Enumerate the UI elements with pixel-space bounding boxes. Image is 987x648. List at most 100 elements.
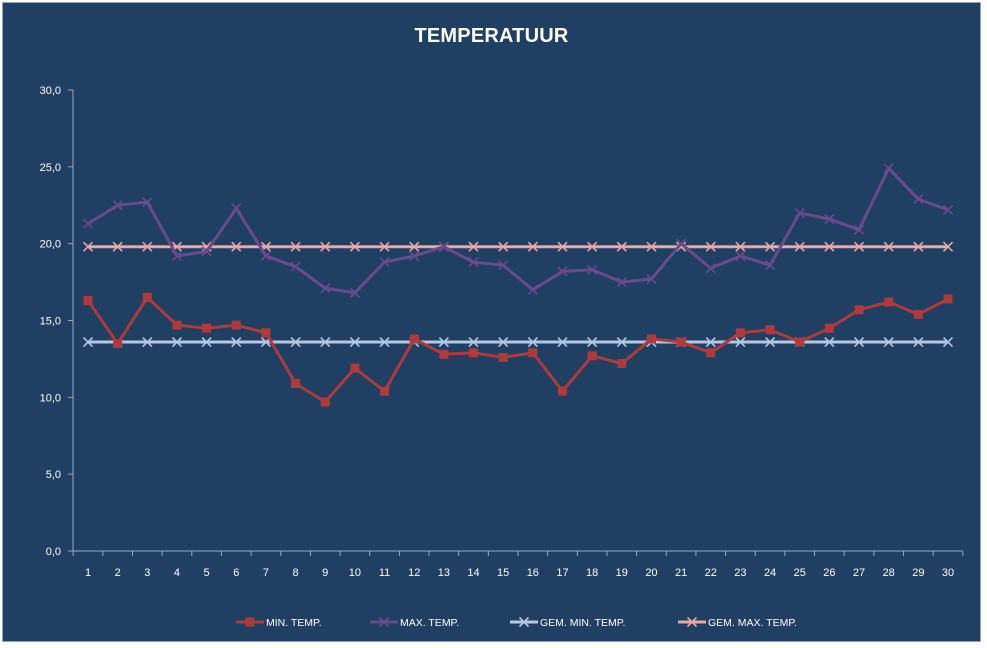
series-line bbox=[86, 295, 949, 404]
data-point bbox=[320, 283, 331, 294]
x-tick-label: 25 bbox=[794, 567, 806, 579]
x-tick-label: 20 bbox=[645, 567, 657, 579]
data-point bbox=[942, 241, 954, 252]
data-point bbox=[587, 351, 597, 361]
data-point bbox=[824, 336, 835, 348]
data-point bbox=[290, 241, 301, 252]
series-line bbox=[87, 166, 949, 295]
data-point bbox=[171, 250, 183, 262]
data-point bbox=[439, 349, 449, 359]
x-tick-label: 2 bbox=[115, 567, 121, 579]
x-tick-label: 4 bbox=[174, 567, 180, 579]
x-tick-label: 10 bbox=[349, 567, 361, 579]
chart-frame: TEMPERATUUR bbox=[2, 2, 981, 642]
data-point bbox=[913, 336, 924, 348]
data-point bbox=[616, 277, 627, 288]
x-tick-label: 7 bbox=[263, 567, 269, 579]
data-point bbox=[913, 241, 924, 252]
x-tick-label: 28 bbox=[883, 567, 895, 579]
data-point bbox=[320, 336, 331, 348]
data-point bbox=[765, 241, 776, 252]
data-point bbox=[705, 336, 716, 348]
y-tick-label: 0,0 bbox=[46, 546, 61, 558]
data-point bbox=[557, 386, 567, 396]
data-point bbox=[794, 241, 805, 252]
data-point bbox=[498, 336, 509, 348]
x-tick-label: 3 bbox=[144, 567, 150, 579]
data-point bbox=[379, 241, 390, 252]
data-point bbox=[528, 348, 538, 358]
data-point bbox=[824, 214, 835, 225]
data-point bbox=[112, 241, 123, 252]
x-tick-label: 30 bbox=[942, 567, 954, 579]
x-tick-label: 8 bbox=[293, 567, 299, 579]
data-point bbox=[320, 241, 331, 252]
data-point bbox=[853, 336, 865, 348]
legend-marker bbox=[686, 616, 698, 628]
data-point bbox=[853, 224, 865, 235]
legend-label: GEM. MAX. TEMP. bbox=[708, 617, 797, 629]
data-point bbox=[438, 241, 449, 252]
data-point bbox=[883, 336, 894, 348]
data-point bbox=[409, 250, 420, 262]
data-point bbox=[943, 294, 953, 304]
y-tick-label: 5,0 bbox=[46, 469, 61, 481]
legend-item: GEM. MAX. TEMP. bbox=[678, 616, 797, 629]
data-point bbox=[646, 273, 657, 285]
data-point bbox=[349, 336, 360, 348]
legend-label: GEM. MIN. TEMP. bbox=[540, 617, 625, 629]
data-point bbox=[409, 241, 420, 252]
data-point bbox=[82, 241, 94, 252]
data-point bbox=[113, 339, 123, 349]
data-point bbox=[83, 296, 93, 306]
legend-item: GEM. MIN. TEMP. bbox=[510, 616, 625, 629]
series-0 bbox=[83, 292, 953, 407]
data-point bbox=[795, 337, 805, 347]
data-point bbox=[350, 363, 360, 373]
data-point bbox=[676, 238, 687, 249]
data-point bbox=[884, 297, 894, 307]
data-point bbox=[142, 241, 153, 252]
data-point bbox=[172, 320, 182, 330]
data-point bbox=[913, 194, 924, 205]
data-point bbox=[824, 241, 835, 252]
data-point bbox=[883, 241, 894, 252]
chart-title: TEMPERATUUR bbox=[414, 25, 569, 47]
data-point bbox=[142, 336, 153, 348]
series-2 bbox=[82, 336, 954, 348]
data-point bbox=[320, 397, 330, 407]
data-point bbox=[349, 287, 360, 298]
data-point bbox=[201, 246, 212, 257]
data-point bbox=[498, 241, 509, 252]
data-point bbox=[379, 336, 390, 348]
data-point bbox=[735, 250, 746, 262]
data-point bbox=[942, 204, 954, 215]
data-point bbox=[883, 163, 894, 174]
x-tick-label: 29 bbox=[912, 567, 924, 579]
x-tick-label: 19 bbox=[616, 567, 628, 579]
y-tick-label: 15,0 bbox=[40, 316, 61, 328]
data-point bbox=[82, 336, 94, 348]
data-point bbox=[706, 348, 716, 358]
legend-label: MAX. TEMP. bbox=[400, 617, 459, 629]
data-point bbox=[201, 336, 212, 348]
x-tick-label: 26 bbox=[823, 567, 835, 579]
x-tick-label: 11 bbox=[379, 567, 390, 579]
data-point bbox=[379, 257, 390, 268]
x-tick-label: 13 bbox=[438, 567, 450, 579]
data-point bbox=[527, 284, 538, 295]
x-tick-label: 17 bbox=[556, 567, 568, 579]
data-point bbox=[171, 336, 183, 348]
x-tick-label: 15 bbox=[497, 567, 509, 579]
data-point bbox=[735, 336, 746, 348]
data-point bbox=[142, 197, 153, 208]
data-point bbox=[261, 328, 271, 338]
data-point bbox=[291, 379, 301, 389]
data-point bbox=[735, 241, 746, 252]
data-point bbox=[231, 241, 242, 252]
y-tick-label: 25,0 bbox=[40, 162, 61, 174]
data-point bbox=[498, 352, 508, 362]
data-point bbox=[735, 328, 745, 338]
data-point bbox=[231, 336, 242, 348]
